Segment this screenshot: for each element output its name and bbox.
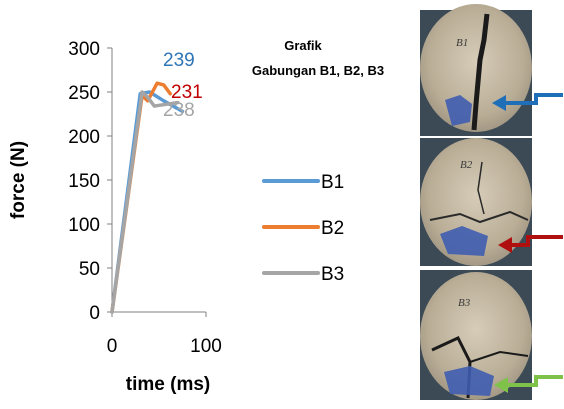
arrow-head-icon-b2 [498, 237, 512, 253]
x-ticks: 0 100 [107, 312, 222, 357]
photo-label-b3: B3 [458, 297, 471, 309]
specimen-photo-b2: B2 [420, 138, 532, 266]
y-tick-label: 250 [68, 83, 100, 104]
y-tick-label: 100 [68, 215, 100, 236]
arrow-icon-b1 [504, 93, 563, 105]
y-tick-label: 150 [68, 171, 100, 192]
x-tick-label: 100 [190, 336, 222, 357]
series-line-b1 [110, 90, 185, 314]
annotation-b3-peak: 238 [163, 100, 195, 121]
photo-label-b1: B1 [456, 37, 468, 49]
y-axis-title: force (N) [8, 141, 29, 219]
legend-item-b1: B1 [262, 172, 344, 193]
series-line-b2 [110, 81, 173, 314]
legend-item-b3: B3 [262, 264, 344, 285]
x-tick-label: 0 [107, 336, 118, 357]
arrow-head-icon-b3 [494, 377, 508, 393]
photo-label-b2: B2 [460, 159, 473, 171]
specimen-photo-b3: B3 [420, 270, 532, 400]
series-line-b3 [110, 90, 180, 314]
x-axis-title: time (ms) [126, 374, 210, 395]
chart-title-line-1: Grafik [284, 38, 322, 53]
legend-label-b1: B1 [321, 172, 344, 193]
y-tick-label: 300 [68, 39, 100, 60]
plot-area: 0 50 100 150 200 250 300 0 100 [68, 39, 222, 357]
specimen-photo-b1: B1 [420, 4, 532, 136]
series-lines [110, 81, 185, 314]
arrow-icon-b2 [510, 235, 563, 247]
legend-item-b2: B2 [262, 218, 344, 239]
arrow-head-icon-b1 [492, 95, 506, 111]
legend-label-b3: B3 [321, 264, 344, 285]
arrow-icon-b3 [506, 375, 563, 387]
y-tick-label: 200 [68, 127, 100, 148]
chart-title-line-2: Gabungan B1, B2, B3 [252, 63, 384, 78]
y-tick-label: 0 [89, 303, 100, 324]
legend: B1 B2 B3 [262, 172, 344, 285]
y-ticks: 0 50 100 150 200 250 300 [68, 39, 112, 324]
annotation-b2-peak: 231 [171, 82, 203, 103]
y-tick-label: 50 [79, 259, 100, 280]
annotation-b1-peak: 239 [163, 50, 195, 71]
legend-label-b2: B2 [321, 218, 344, 239]
